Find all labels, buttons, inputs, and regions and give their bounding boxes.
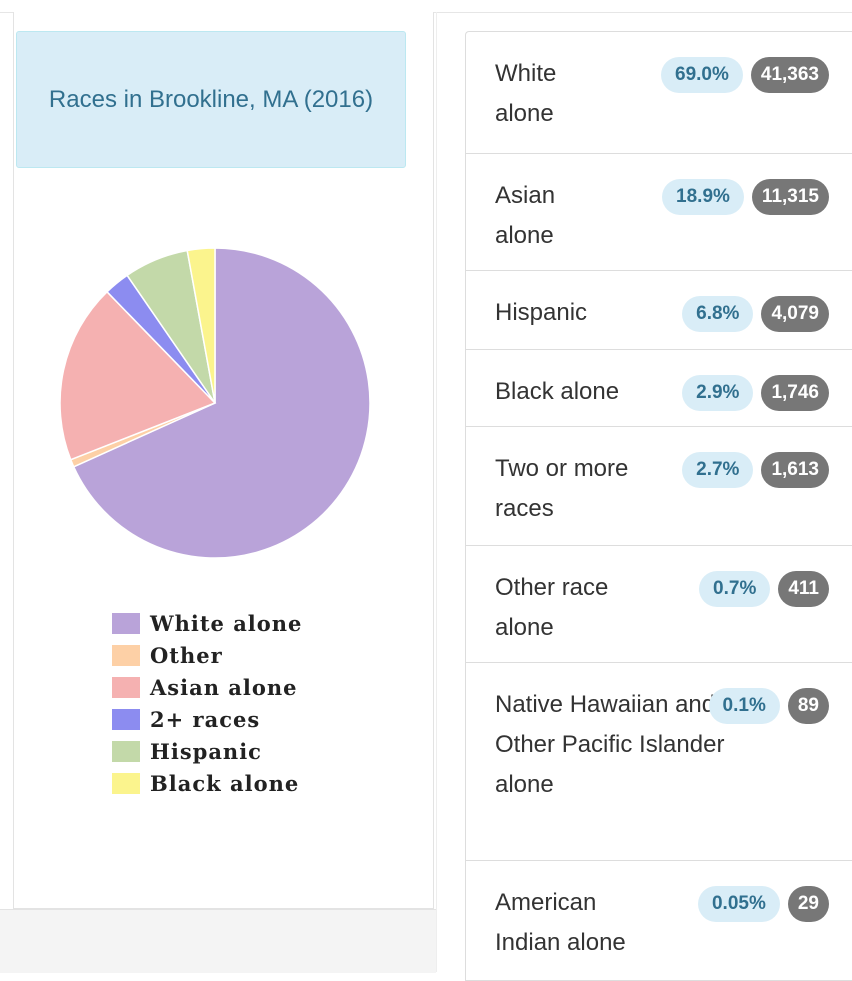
legend-label: Asian alone	[150, 674, 298, 700]
percent-badge: 0.1%	[708, 688, 780, 724]
race-label: White alone	[495, 60, 557, 127]
count-badge: 29	[787, 886, 829, 922]
badge-group: 0.05% 29	[697, 886, 829, 922]
list-item: Two or more races 2.7% 1,613	[466, 427, 852, 546]
badge-group: 18.9% 11,315	[662, 179, 829, 215]
legend-label: 2+ races	[150, 706, 261, 732]
legend-label: Hispanic	[150, 738, 262, 764]
percent-badge: 2.7%	[682, 452, 754, 488]
chart-panel-footer	[0, 909, 436, 973]
legend-swatch	[112, 708, 140, 730]
race-list: White alone 69.0% 41,363 Asian alone 18.…	[465, 31, 852, 981]
percent-badge: 2.9%	[682, 375, 754, 411]
legend-label: Other	[150, 642, 223, 668]
race-label: Black alone	[495, 378, 620, 405]
badge-group: 2.7% 1,613	[682, 452, 829, 488]
badge-group: 0.1% 89	[708, 688, 829, 724]
pie-slice-black-alone	[186, 247, 216, 404]
list-item: Native Hawaiian and Other Pacific Island…	[466, 663, 852, 861]
legend-item-black: Black alone	[112, 767, 302, 799]
list-item: Asian alone 18.9% 11,315	[466, 154, 852, 271]
percent-badge: 6.8%	[682, 296, 754, 332]
chart-title: Races in Brookline, MA (2016)	[16, 31, 406, 168]
list-item: Hispanic 6.8% 4,079	[466, 271, 852, 350]
count-badge: 1,746	[761, 375, 829, 411]
count-badge: 1,613	[761, 452, 829, 488]
legend-item-white: White alone	[112, 607, 302, 639]
count-badge: 41,363	[750, 57, 829, 93]
race-label: Other race alone	[495, 574, 609, 641]
percent-badge: 18.9%	[662, 179, 744, 215]
race-label: Hispanic	[495, 299, 588, 326]
legend-swatch	[112, 740, 140, 762]
legend-label: White alone	[150, 610, 303, 636]
count-badge: 411	[778, 571, 829, 607]
badge-group: 0.7% 411	[699, 571, 829, 607]
percent-badge: 69.0%	[661, 57, 743, 93]
legend-swatch	[112, 644, 140, 666]
percent-badge: 0.7%	[699, 571, 771, 607]
legend-label: Black alone	[150, 770, 300, 796]
race-label: Native Hawaiian and Other Pacific Island…	[495, 691, 725, 798]
list-item: Other race alone 0.7% 411	[466, 546, 852, 663]
legend-item-other: Other	[112, 639, 302, 671]
count-badge: 4,079	[761, 296, 829, 332]
badge-group: 6.8% 4,079	[682, 296, 829, 332]
count-badge: 11,315	[751, 179, 829, 215]
pie-chart	[59, 247, 371, 559]
chart-legend: White alone Other Asian alone 2+ races H…	[112, 607, 302, 799]
race-label: American Indian alone	[495, 889, 626, 956]
percent-badge: 0.05%	[697, 886, 780, 922]
count-badge: 89	[787, 688, 829, 724]
race-label: Asian alone	[495, 182, 556, 249]
badge-group: 2.9% 1,746	[682, 375, 829, 411]
legend-item-hispanic: Hispanic	[112, 735, 302, 767]
column-divider	[436, 12, 437, 972]
list-item: American Indian alone 0.05% 29	[466, 861, 852, 981]
list-item: White alone 69.0% 41,363	[466, 32, 852, 154]
pie-slice-asian-alone	[59, 290, 217, 461]
legend-item-asian: Asian alone	[112, 671, 302, 703]
race-label: Two or more races	[495, 455, 629, 522]
legend-swatch	[112, 612, 140, 634]
list-item: Black alone 2.9% 1,746	[466, 350, 852, 427]
badge-group: 69.0% 41,363	[661, 57, 829, 93]
legend-swatch	[112, 676, 140, 698]
legend-swatch	[112, 772, 140, 794]
legend-item-two-or-more: 2+ races	[112, 703, 302, 735]
pie-slice-white-alone	[72, 247, 371, 559]
